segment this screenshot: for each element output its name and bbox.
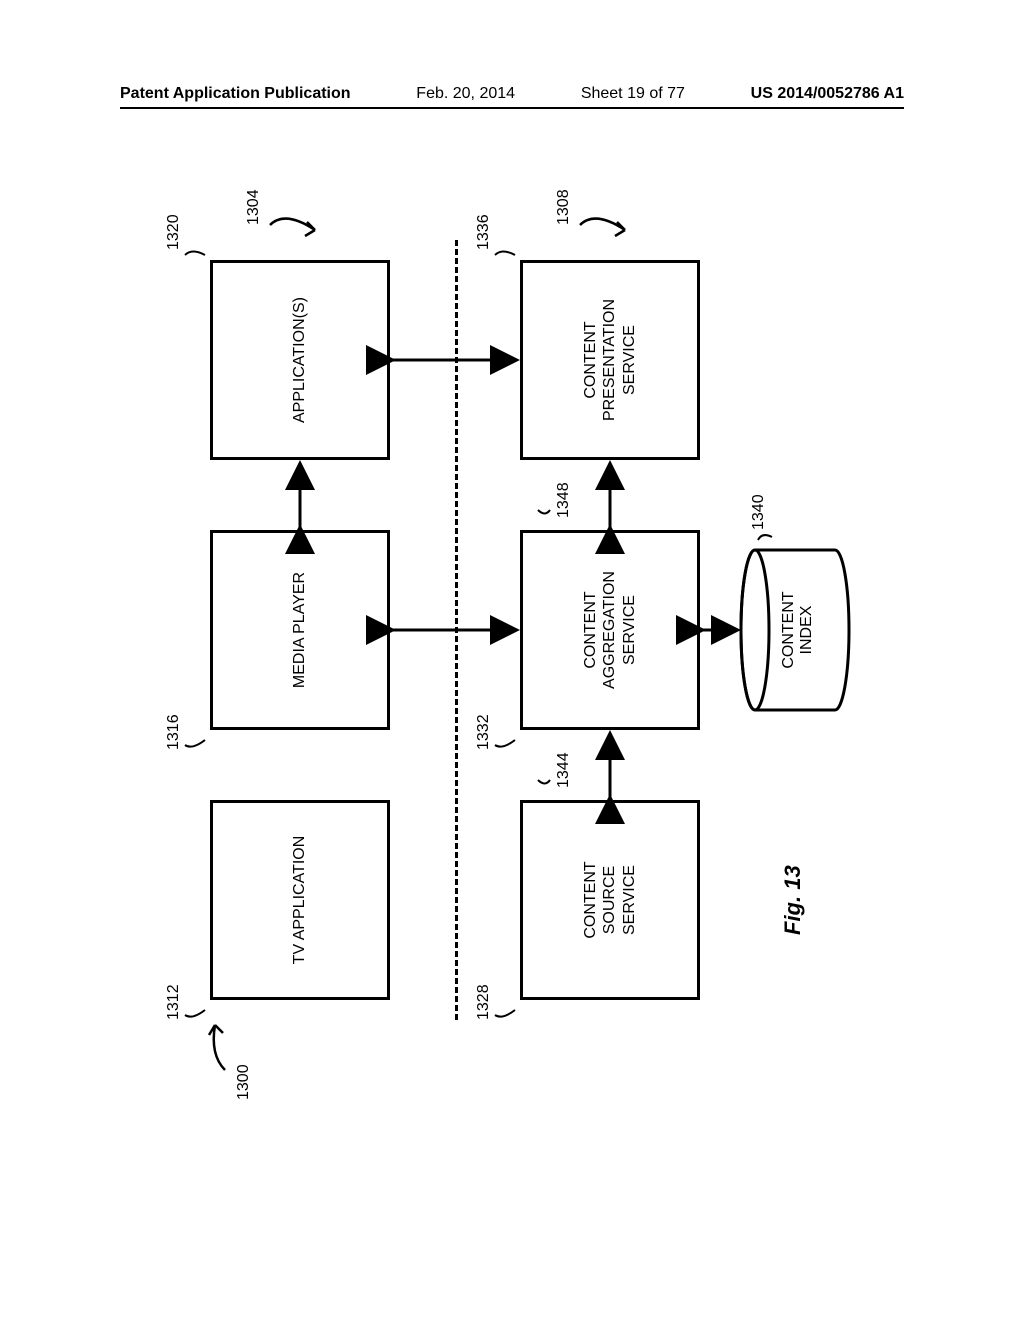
ref-1336: 1336	[475, 214, 493, 250]
ref-1340: 1340	[750, 494, 768, 530]
ref-1328: 1328	[475, 984, 493, 1020]
ref-1332: 1332	[475, 714, 493, 750]
ref-1348: 1348	[555, 482, 573, 518]
ref-1316: 1316	[165, 714, 183, 750]
ref-1304: 1304	[245, 189, 263, 225]
page-header: Patent Application Publication Feb. 20, …	[120, 85, 904, 109]
figure-label: Fig. 13	[780, 865, 806, 935]
sheet-number: Sheet 19 of 77	[581, 85, 685, 103]
publication-date: Feb. 20, 2014	[416, 85, 515, 103]
publication-label: Patent Application Publication	[120, 85, 351, 103]
ref-1308: 1308	[555, 189, 573, 225]
ref-1344: 1344	[555, 752, 573, 788]
ref-1320: 1320	[165, 214, 183, 250]
figure-13-diagram: TV APPLICATION MEDIA PLAYER APPLICATION(…	[50, 280, 950, 980]
document-number: US 2014/0052786 A1	[751, 85, 904, 103]
ref-1300: 1300	[235, 1064, 253, 1100]
arrows-svg	[150, 180, 850, 1080]
ref-1312: 1312	[165, 984, 183, 1020]
